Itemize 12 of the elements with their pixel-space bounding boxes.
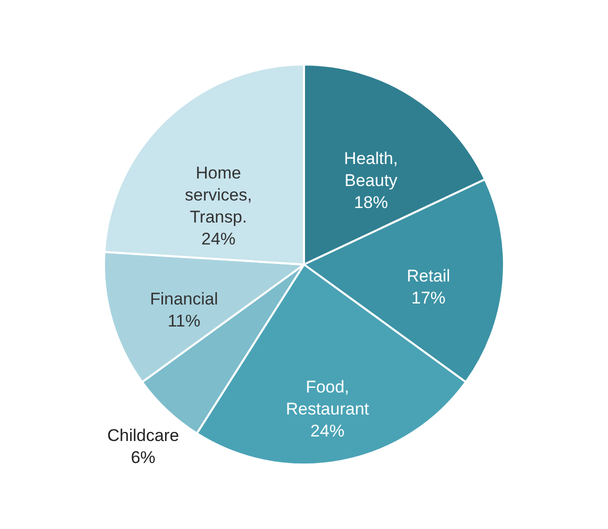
data-label: 18% <box>354 192 388 212</box>
data-label: 11% <box>168 311 200 330</box>
slice-label: Health, Beauty <box>344 148 398 190</box>
data-label: 17% <box>411 288 446 308</box>
slice-label: Childcare <box>107 426 180 445</box>
data-label: 24% <box>310 421 344 440</box>
data-label: 6% <box>130 448 156 467</box>
data-label: 24% <box>201 229 236 248</box>
slice-label: Food, Restaurant <box>286 377 370 418</box>
slice-label: Home services, Transp. <box>184 163 252 226</box>
slice-label: Financial <box>150 289 218 308</box>
slice-label: Retail <box>406 266 450 286</box>
